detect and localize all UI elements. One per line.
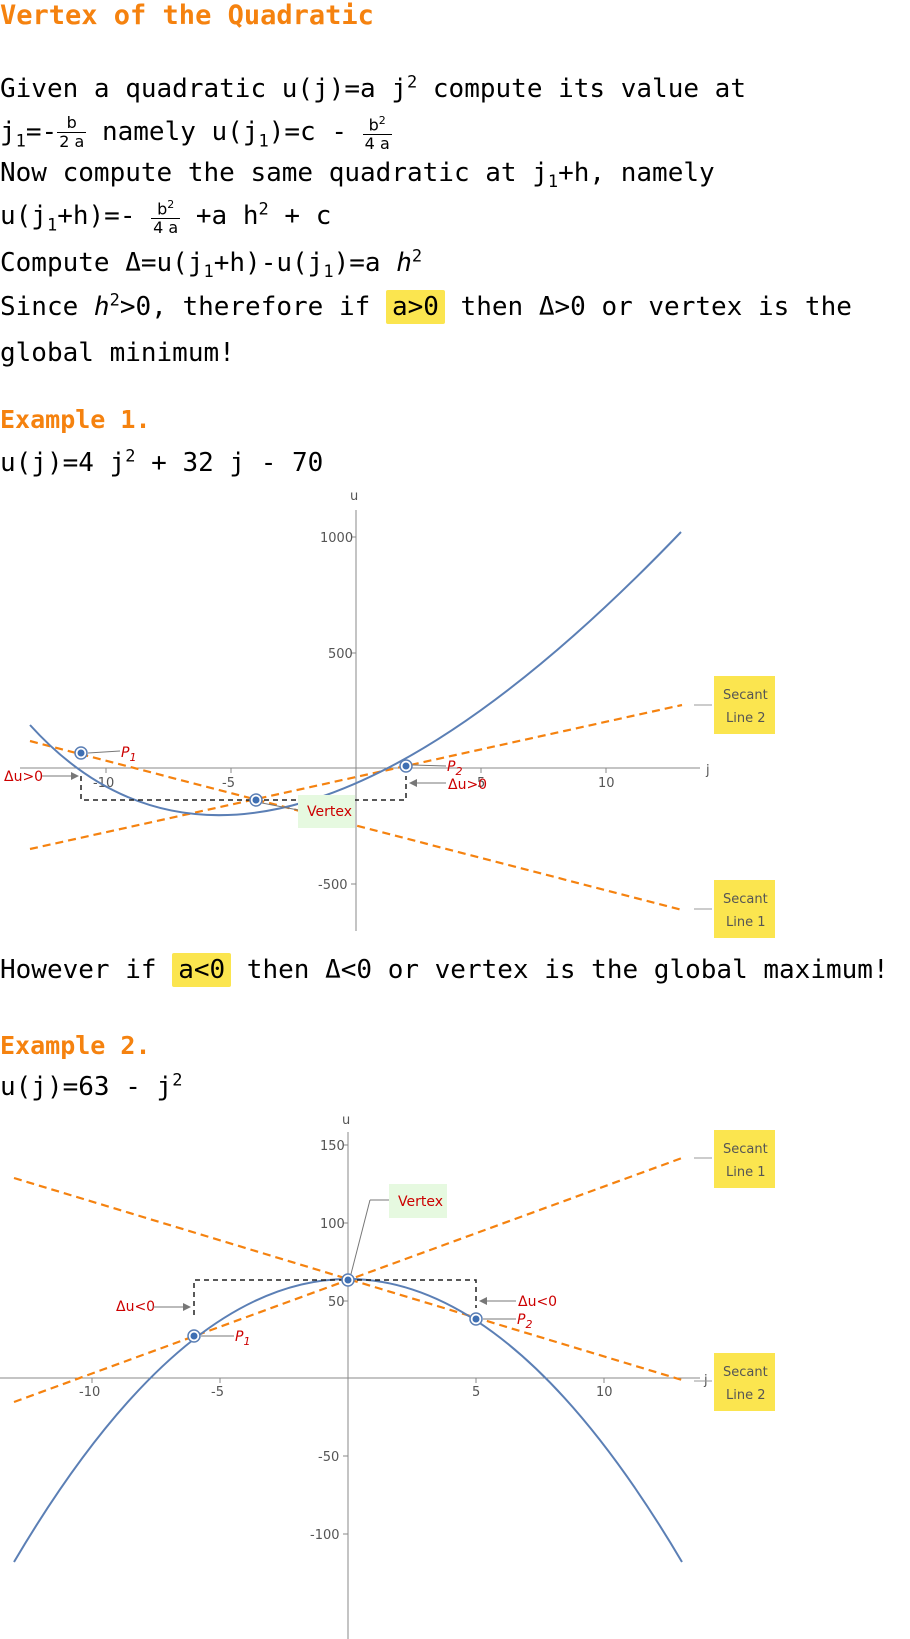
- label-p2: P2: [517, 1312, 532, 1331]
- para-line-3: Now compute the same quadratic at j1+h, …: [0, 158, 715, 193]
- x-ticks: -10 -5 5 10: [93, 768, 615, 791]
- vertex-callout: [389, 1184, 447, 1218]
- example-1-formula: u(j)=4 j2 + 32 j - 70: [0, 446, 324, 478]
- x-tick: 5: [477, 776, 485, 791]
- point-p2: [469, 1312, 483, 1326]
- highlight-a-positive: a>0: [385, 290, 445, 324]
- secant-1-callout: [714, 1130, 775, 1188]
- label-delta-left: Δu<0: [116, 1299, 155, 1315]
- secant-2-callout: [714, 676, 775, 734]
- y-axis-label: u: [350, 489, 358, 504]
- vertex-callout: [298, 795, 355, 828]
- fraction-b2-over-4a: b2 4 a: [362, 114, 392, 154]
- point-p1: [187, 1329, 201, 1343]
- page-title: Vertex of the Quadratic: [0, 0, 374, 31]
- label-p2: P2: [447, 759, 462, 778]
- secant-2-label-b: Line 2: [726, 1388, 766, 1403]
- label-p1: P1: [235, 1329, 250, 1348]
- y-tick: 1000: [320, 531, 353, 546]
- x-axis-label: j: [705, 763, 710, 778]
- point-vertex: [249, 793, 263, 807]
- secant-2-label-a: Secant: [723, 688, 768, 703]
- secant-1-label-b: Line 1: [726, 1165, 766, 1180]
- highlight-a-negative: a<0: [172, 953, 232, 987]
- x-ticks: -10 -5 5 10: [79, 1378, 613, 1400]
- secant-2-callout: [714, 1353, 775, 1411]
- label-delta-right: Δu>0: [448, 777, 487, 793]
- delta-box: [80, 776, 407, 801]
- y-ticks: 1000 500 -500: [318, 531, 356, 893]
- y-tick: 150: [320, 1139, 345, 1154]
- y-tick: 100: [320, 1217, 345, 1232]
- para-line-6: Since h2>0, therefore if a>0 then Δ>0 or…: [0, 290, 852, 324]
- example-2-formula: u(j)=63 - j2: [0, 1070, 183, 1102]
- para-line-2: j1=- b 2 a namely u(j1)=c - b2 4 a: [0, 113, 392, 154]
- secant-1-callout: [714, 880, 775, 938]
- example-2-heading: Example 2.: [0, 1031, 151, 1060]
- vertex-label: Vertex: [398, 1194, 443, 1210]
- fraction-b2-over-4a: b2 4 a: [151, 198, 181, 238]
- label-delta-right: Δu<0: [518, 1294, 557, 1310]
- para-line-1: Given a quadratic u(j)=a j2 compute its …: [0, 72, 746, 104]
- y-tick: -50: [318, 1450, 339, 1465]
- secant-1-label-a: Secant: [723, 892, 768, 907]
- secant-2-label-b: Line 2: [726, 711, 766, 726]
- x-tick: -5: [222, 776, 235, 791]
- para-line-7: global minimum!: [0, 338, 235, 368]
- vertex-label: Vertex: [307, 804, 352, 820]
- x-tick: 10: [596, 1385, 613, 1400]
- y-tick: 500: [328, 647, 353, 662]
- x-tick: 5: [472, 1385, 480, 1400]
- example-2-plot: u j -10 -5 5 10 150 100 50 -50 -100 P1 P…: [0, 1113, 775, 1639]
- label-delta-left: Δu>0: [4, 769, 43, 785]
- secant-line-1: [29, 739, 683, 912]
- middle-statement: However if a<0 then Δ<0 or vertex is the…: [0, 953, 889, 987]
- secant-1-label-a: Secant: [723, 1142, 768, 1157]
- label-p1: P1: [121, 745, 136, 764]
- point-vertex: [341, 1273, 355, 1287]
- example-1-plot: u j -10 -5 5 10 1000 500 -500 P1 P2 Δu>0…: [4, 489, 775, 938]
- secant-2-label-a: Secant: [723, 1365, 768, 1380]
- secant-line-2: [29, 703, 683, 851]
- y-tick: -500: [318, 878, 348, 893]
- y-tick: 50: [328, 1295, 345, 1310]
- x-tick: -10: [79, 1385, 100, 1400]
- secant-1-label-b: Line 1: [726, 915, 766, 930]
- para-line-4: u(j1+h)=- b2 4 a +a h2 + c: [0, 198, 332, 238]
- para-line-5: Compute Δ=u(j1+h)-u(j1)=a h2: [0, 246, 423, 283]
- x-tick: 10: [598, 776, 615, 791]
- point-p1: [74, 746, 88, 760]
- x-tick: -5: [211, 1385, 224, 1400]
- point-p2: [399, 759, 413, 773]
- example-1-heading: Example 1.: [0, 405, 151, 434]
- y-ticks: 150 100 50 -50 -100: [310, 1139, 348, 1543]
- delta-box: [193, 1279, 477, 1315]
- y-axis-label: u: [342, 1113, 350, 1128]
- y-tick: -100: [310, 1528, 340, 1543]
